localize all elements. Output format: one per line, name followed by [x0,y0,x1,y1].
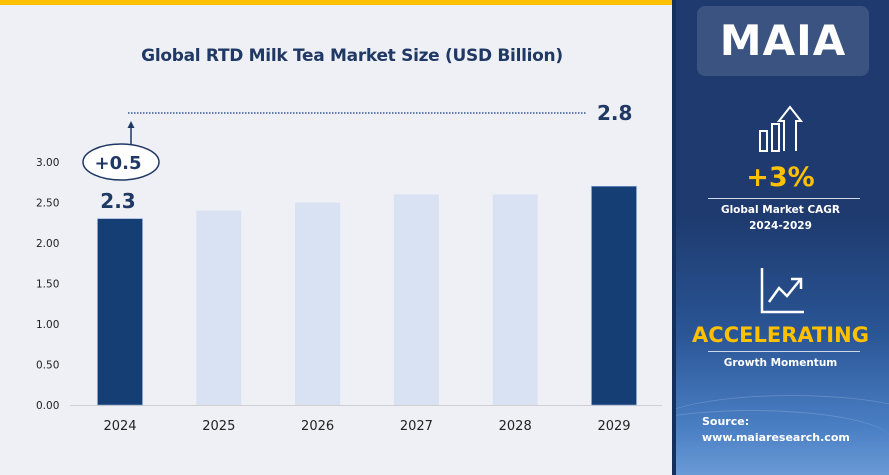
chart-title: Global RTD Milk Tea Market Size (USD Bil… [141,46,563,66]
y-tick-label: 0.00 [36,400,59,412]
logo: MAIA [719,16,847,65]
y-tick-label: 1.00 [36,319,59,331]
bar-2026 [295,202,341,405]
sidebar-edge [672,0,676,475]
source-url[interactable]: www.maiaresearch.com [702,431,850,444]
delta-label: +0.5 [95,153,142,174]
delta-oval [82,143,160,181]
bar-2025 [196,210,242,405]
source: Source: www.maiaresearch.com [702,414,850,446]
cagr-label: Global Market CAGR [720,204,841,216]
cagr-value: +3% [746,162,815,193]
y-tick-label: 1.50 [36,279,59,291]
bar-2029 [591,186,637,406]
x-tick-label: 2025 [202,419,235,434]
y-tick-label: 2.50 [36,198,59,210]
bar-growth-arrow-icon [759,105,804,152]
bar-2027 [393,194,439,405]
y-axis-ticks: 0.00 0.50 1.00 1.50 2.00 2.50 3.00 [36,157,59,412]
x-tick-label: 2027 [400,419,433,434]
y-tick-label: 3.00 [36,157,59,169]
divider [708,351,860,352]
sidebar: MAIA +3% Global Market CAGR 2024-2029 AC… [672,0,889,475]
start-value-label: 2.3 [100,189,135,213]
x-tick-label: 2026 [301,419,334,434]
x-tick-label: 2028 [499,419,532,434]
bars [97,186,637,406]
cagr-period: 2024-2029 [749,220,812,232]
decorative-swoosh [672,410,889,471]
x-tick-label: 2024 [103,419,136,434]
divider [708,198,860,199]
end-value-label: 2.8 [597,101,632,125]
bar-2024 [97,218,143,406]
x-tick-label: 2029 [597,419,630,434]
delta-arrow-head [127,121,135,128]
y-tick-label: 0.50 [36,360,59,372]
top-accent-bar [0,0,672,5]
momentum-label: Growth Momentum [723,357,838,369]
bar-2028 [492,194,538,405]
x-axis-ticks: 2024 2025 2026 2027 2028 2029 [103,419,630,434]
line-chart-trend-icon [760,268,804,314]
y-tick-label: 2.00 [36,238,59,250]
momentum-value: ACCELERATING [692,323,869,347]
bar-chart: 0.000.501.001.502.002.503.00 2024 2025 202… [36,101,662,434]
decorative-swoosh [672,395,889,456]
logo-box: MAIA [697,6,869,76]
source-label: Source: [702,415,750,428]
